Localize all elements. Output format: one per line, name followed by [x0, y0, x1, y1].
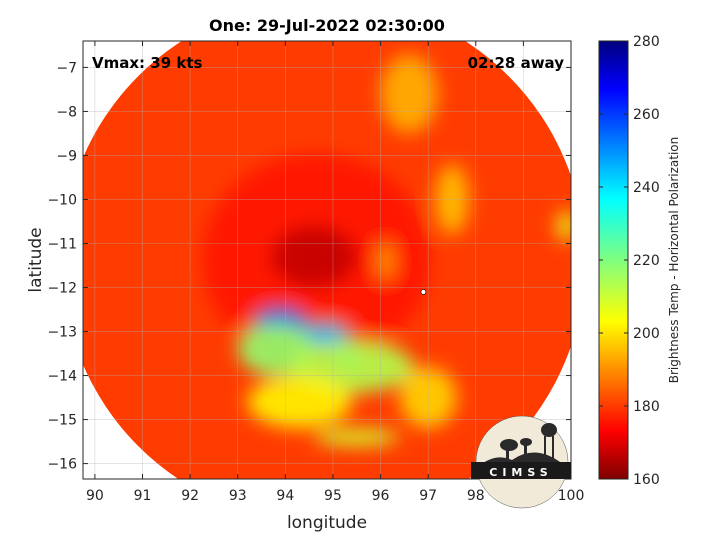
logo-text: CIMSS — [489, 466, 552, 479]
colorbar-tick-label: 200 — [633, 326, 660, 342]
cimss-logo: CIMSS — [471, 415, 571, 509]
colorbar-tick-label: 240 — [633, 180, 660, 196]
y-tick-label: −15 — [47, 413, 77, 429]
y-axis: −7 −8 −9 −10 −11 −12 −13 −14 −15 −16 — [47, 60, 571, 473]
colorbar-label: Brightness Temp - Horizontal Polarizatio… — [667, 137, 681, 384]
colorbar-ticks: 160 180 200 220 240 260 280 — [599, 34, 660, 488]
x-axis-label: longitude — [287, 513, 367, 533]
x-tick-label: 98 — [467, 488, 485, 504]
y-axis-label: latitude — [26, 227, 46, 292]
axes-box — [82, 40, 572, 480]
brightness-feature — [556, 210, 571, 242]
y-tick-label: −11 — [47, 236, 77, 252]
colorbar — [598, 40, 629, 480]
y-tick-label: −7 — [56, 60, 77, 76]
grid — [83, 41, 571, 479]
swath-layer — [83, 41, 571, 479]
x-tick-label: 93 — [229, 488, 247, 504]
colorbar-tick-label: 220 — [633, 253, 660, 269]
y-tick-label: −10 — [47, 192, 77, 208]
storm-center-marker — [420, 289, 427, 295]
time-away-annotation: 02:28 away — [468, 54, 565, 72]
colorbar-tick-label: 160 — [633, 472, 660, 488]
y-tick-label: −16 — [47, 457, 77, 473]
colorbar-tick-label: 260 — [633, 107, 660, 123]
y-tick-label: −8 — [56, 104, 77, 120]
x-tick-label: 97 — [419, 488, 437, 504]
brightness-feature — [313, 428, 400, 446]
x-tick-label: 94 — [276, 488, 294, 504]
x-tick-label: 91 — [134, 488, 152, 504]
x-tick-label: 92 — [181, 488, 199, 504]
vmax-annotation: Vmax: 39 kts — [92, 54, 202, 72]
y-tick-label: −9 — [56, 148, 77, 164]
y-tick-label: −13 — [47, 325, 77, 341]
y-tick-label: −12 — [47, 281, 77, 297]
brightness-feature — [247, 375, 352, 429]
brightness-feature — [271, 225, 357, 288]
x-tick-label: 90 — [86, 488, 104, 504]
x-tick-label: 95 — [324, 488, 342, 504]
brightness-feature — [380, 54, 438, 134]
colorbar-tick-label: 280 — [633, 34, 660, 50]
x-tick-label: 96 — [372, 488, 390, 504]
x-tick-label: 100 — [558, 488, 585, 504]
y-tick-label: −14 — [47, 369, 77, 385]
brightness-feature — [378, 243, 393, 279]
brightness-features — [202, 54, 571, 446]
colorbar-tick-label: 180 — [633, 399, 660, 415]
chart-title: One: 29-Jul-2022 02:30:00 — [209, 16, 445, 35]
